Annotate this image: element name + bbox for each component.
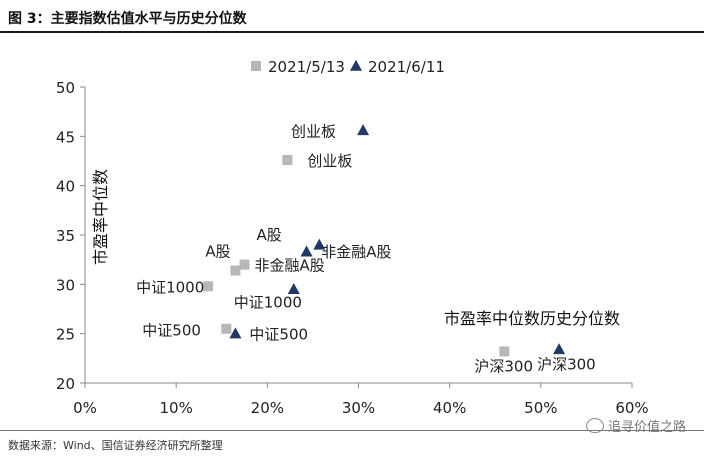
y-tick-label: 20 (56, 375, 75, 393)
y-tick-label: 40 (56, 178, 75, 196)
data-point (282, 155, 293, 166)
legend: 2021/5/13 2021/6/11 (251, 58, 445, 76)
x-tick-label: 50% (524, 399, 557, 417)
data-point (203, 281, 214, 292)
data-label: A股 (257, 226, 282, 244)
axes: 0% 10% 20% 30% 40% 50% 60% 20 25 30 35 40 45 50 (56, 79, 649, 417)
legend-label-1: 2021/5/13 (268, 58, 345, 76)
x-axis-label: 市盈率中位数历史分位数 (444, 309, 620, 328)
data-point (239, 259, 250, 270)
legend-marker-1 (251, 61, 261, 71)
legend-label-2: 2021/6/11 (368, 58, 445, 76)
x-tick-label: 20% (251, 399, 284, 417)
data-label: 非金融A股 (255, 257, 325, 275)
data-point (357, 124, 370, 136)
legend-marker-2 (350, 59, 362, 71)
data-label: 中证500 (249, 326, 308, 344)
source-rule (0, 430, 704, 431)
data-point (229, 327, 242, 339)
data-label: 创业板 (291, 122, 336, 140)
x-tick-label: 30% (342, 399, 375, 417)
data-label: 沪深300 (474, 357, 533, 375)
x-tick-label: 0% (73, 399, 97, 417)
data-point (300, 245, 313, 257)
y-tick-label: 50 (56, 79, 75, 97)
x-tick-label: 60% (615, 399, 648, 417)
data-point (499, 346, 510, 357)
scatter-chart: 0% 10% 20% 30% 40% 50% 60% 20 25 30 35 40 45 50 市盈率中… (56, 58, 649, 417)
data-label: 非金融A股 (321, 243, 391, 261)
y-tick-label: 35 (56, 227, 75, 245)
data-point (287, 282, 300, 294)
data-label: 中证1000 (234, 293, 302, 311)
y-tick-label: 45 (56, 128, 75, 146)
data-point (313, 238, 326, 250)
data-point (553, 343, 566, 355)
data-label: 中证1000 (136, 278, 204, 296)
data-label: 沪深300 (537, 355, 596, 373)
wechat-icon (585, 418, 604, 433)
figure-title: 图 3：主要指数估值水平与历史分位数 (8, 11, 247, 27)
data-label: 中证500 (142, 322, 201, 340)
y-tick-label: 25 (56, 326, 75, 344)
x-tick-label: 40% (433, 399, 466, 417)
watermark-text: 追寻价值之路 (607, 420, 686, 435)
data-point (221, 323, 232, 334)
data-label: A股 (205, 243, 230, 261)
watermark: 追寻价值之路 (585, 416, 686, 435)
data-point (230, 265, 241, 276)
y-axis-label: 市盈率中位数 (91, 169, 110, 265)
title-rule (0, 31, 704, 33)
y-tick-label: 30 (56, 276, 75, 294)
source-note: 数据来源：Wind、国信证券经济研究所整理 (8, 439, 223, 452)
data-label: 创业板 (307, 152, 352, 170)
x-tick-label: 10% (159, 399, 192, 417)
